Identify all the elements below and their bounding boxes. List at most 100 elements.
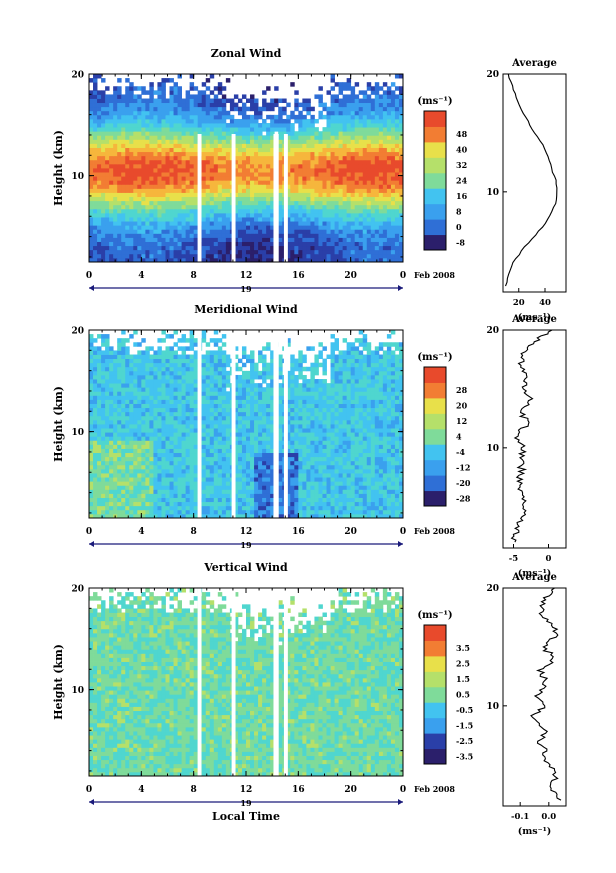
colorbar-tick-label: 40 — [456, 145, 468, 155]
colorbar-tick-label: 8 — [456, 206, 462, 216]
x-tick-label: 8 — [191, 527, 197, 537]
profile-y-tick-label: 20 — [486, 584, 499, 594]
day-label: 19 — [240, 540, 252, 550]
day-label: 19 — [240, 284, 252, 294]
y-axis-label: Height (km) — [52, 386, 65, 462]
colorbar-tick-label: -20 — [456, 478, 471, 488]
colorbar-tick-label: -28 — [456, 493, 471, 503]
day-label: 19 — [240, 798, 252, 808]
profile-x-tick-label: 40 — [539, 298, 551, 308]
colorbar-tick-label: 0.5 — [456, 690, 470, 700]
date-label: Feb 2008 — [414, 270, 455, 280]
profile-y-tick-label: 20 — [486, 70, 499, 80]
colorbar-tick-label: -4 — [456, 447, 465, 457]
colorbar-tick-label: -1.5 — [456, 720, 473, 730]
plot-title: Zonal Wind — [211, 47, 282, 60]
y-tick-label: 20 — [71, 327, 84, 337]
heatmap-field — [89, 74, 404, 263]
x-tick-label: 16 — [292, 527, 305, 537]
x-tick-label: 0 — [86, 527, 92, 537]
x-tick-label: 0 — [400, 271, 406, 281]
colorbar-tick-label: 12 — [456, 416, 467, 426]
colorbar-tick-label: -12 — [456, 462, 470, 472]
colorbar-unit: (ms⁻¹) — [417, 610, 452, 621]
profile-line — [504, 73, 558, 287]
data-gap — [273, 134, 279, 262]
colorbar-tick-label: -0.5 — [456, 705, 473, 715]
heatmap-field — [89, 588, 404, 777]
y-tick-label: 10 — [71, 428, 84, 438]
colorbar: -8 0 8 16 24 32 40 48 (ms⁻¹) — [417, 96, 468, 251]
y-axis-label: Height (km) — [52, 130, 65, 206]
profile-line — [510, 329, 553, 543]
data-gap — [283, 134, 288, 262]
profile-x-tick-label: 0 — [546, 554, 552, 564]
profile-title: Average — [511, 314, 557, 325]
profile-x-tick-label: 0.0 — [541, 812, 556, 822]
average-profile: Average -0.1 0.0 (ms⁻¹) 10 20 — [486, 572, 567, 837]
colorbar-unit: (ms⁻¹) — [417, 96, 452, 107]
x-tick-label: 8 — [191, 271, 197, 281]
data-gap — [197, 588, 202, 776]
profile-line — [530, 587, 562, 801]
colorbar-tick-label: 20 — [456, 401, 468, 411]
data-gap — [273, 330, 279, 518]
colorbar-tick-label: 28 — [456, 385, 468, 395]
y-tick-label: 10 — [71, 686, 84, 696]
colorbar-tick-label: 24 — [456, 176, 468, 186]
data-gap — [283, 588, 288, 776]
x-tick-label: 20 — [344, 271, 357, 281]
x-tick-label: 16 — [292, 785, 305, 795]
profile-x-unit: (ms⁻¹) — [518, 312, 552, 323]
plot-title: Meridional Wind — [194, 303, 298, 316]
colorbar-unit: (ms⁻¹) — [417, 352, 452, 363]
date-label: Feb 2008 — [414, 526, 455, 536]
y-tick-label: 10 — [71, 172, 84, 182]
x-tick-label: 12 — [240, 527, 253, 537]
x-tick-label: 4 — [138, 527, 144, 537]
profile-x-unit: (ms⁻¹) — [518, 826, 552, 837]
colorbar-tick-label: 48 — [456, 129, 468, 139]
data-gap — [283, 330, 288, 518]
colorbar-tick-label: -3.5 — [456, 751, 473, 761]
colorbar-tick-label: 0 — [456, 222, 462, 232]
profile-x-tick-label: 20 — [513, 298, 525, 308]
profile-x-tick-label: -5 — [509, 554, 519, 564]
average-profile: Average 20 40 (ms⁻¹) 10 20 — [486, 58, 567, 323]
colorbar-tick-label: -2.5 — [456, 736, 473, 746]
panel-2: Meridional Wind 0 4 8 12 16 20 0 10 20 Height (km)… — [52, 303, 567, 579]
x-tick-label: 20 — [344, 785, 357, 795]
average-profile: Average -5 0 (ms⁻¹) 10 20 — [486, 314, 567, 579]
x-tick-label: 0 — [86, 785, 92, 795]
data-gap — [231, 588, 236, 776]
colorbar-tick-label: 1.5 — [456, 674, 470, 684]
profile-x-unit: (ms⁻¹) — [518, 568, 552, 579]
profile-title: Average — [511, 58, 557, 69]
profile-y-tick-label: 10 — [486, 444, 499, 454]
y-axis-label: Height (km) — [52, 644, 65, 720]
x-tick-label: 0 — [86, 271, 92, 281]
x-tick-label: 16 — [292, 271, 305, 281]
x-tick-label: 4 — [138, 785, 144, 795]
data-gap — [197, 330, 202, 518]
plot-title: Vertical Wind — [203, 561, 288, 574]
colorbar-tick-label: 3.5 — [456, 643, 470, 653]
profile-title: Average — [511, 572, 557, 583]
x-tick-label: 20 — [344, 527, 357, 537]
data-gap — [197, 134, 202, 262]
x-tick-label: 4 — [138, 271, 144, 281]
panel-3: Vertical Wind 0 4 8 12 16 20 0 10 20 Height (km) 19… — [52, 561, 567, 837]
profile-y-tick-label: 10 — [486, 188, 499, 198]
x-tick-label: 8 — [191, 785, 197, 795]
x-tick-label: 12 — [240, 271, 253, 281]
profile-y-tick-label: 10 — [486, 702, 499, 712]
colorbar-tick-label: 16 — [456, 191, 468, 201]
profile-x-tick-label: -0.1 — [511, 812, 529, 822]
y-tick-label: 20 — [71, 585, 84, 595]
y-tick-label: 20 — [71, 71, 84, 81]
colorbar-tick-label: 32 — [456, 160, 467, 170]
colorbar-tick-label: -8 — [456, 237, 465, 247]
x-tick-label: 0 — [400, 785, 406, 795]
